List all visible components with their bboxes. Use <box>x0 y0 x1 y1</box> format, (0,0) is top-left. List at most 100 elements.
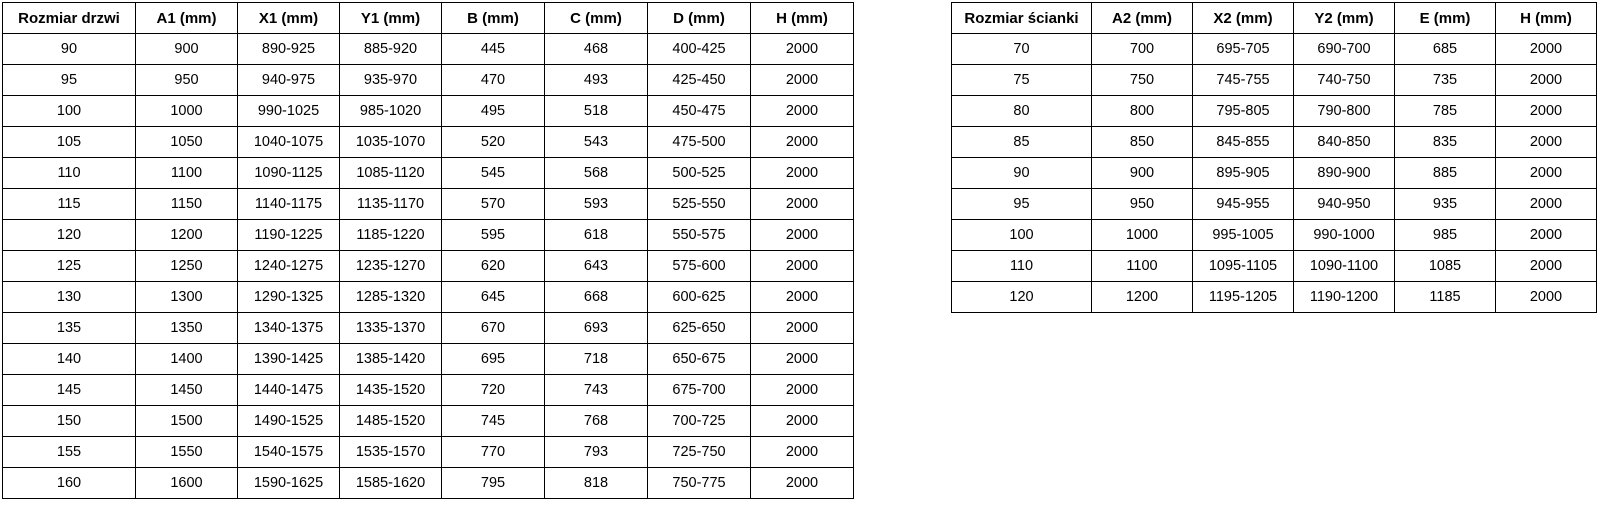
table-row: 145 1450 1440-1475 1435-1520 720 743 675-700 20… <box>2 374 854 406</box>
table-cell: 468 <box>544 33 648 65</box>
table-cell: 445 <box>441 33 545 65</box>
table-cell: 75 <box>951 64 1092 96</box>
table-cell: 835 <box>1394 126 1496 158</box>
table-cell: 1285-1320 <box>339 281 442 313</box>
table-cell: 795 <box>441 467 545 499</box>
table-cell: 543 <box>544 126 648 158</box>
table-cell: 1540-1575 <box>237 436 340 468</box>
table-row: 160 1600 1590-1625 1585-1620 795 818 750-775 20… <box>2 467 854 499</box>
table-cell: 895-905 <box>1192 157 1294 189</box>
table-cell: 1100 <box>135 157 238 189</box>
table-cell: 160 <box>2 467 136 499</box>
table-cell: 645 <box>441 281 545 313</box>
column-header: Y2 (mm) <box>1293 2 1395 34</box>
table-cell: 120 <box>2 219 136 251</box>
table-cell: 90 <box>2 33 136 65</box>
table-cell: 1035-1070 <box>339 126 442 158</box>
table-cell: 845-855 <box>1192 126 1294 158</box>
table-cell: 725-750 <box>647 436 751 468</box>
table-cell: 735 <box>1394 64 1496 96</box>
table-cell: 950 <box>1091 188 1193 220</box>
column-header: Rozmiar ścianki <box>951 2 1092 34</box>
table-cell: 1150 <box>135 188 238 220</box>
table-cell: 750 <box>1091 64 1193 96</box>
table-row: 140 1400 1390-1425 1385-1420 695 718 650-675 20… <box>2 343 854 375</box>
table-cell: 790-800 <box>1293 95 1395 127</box>
table-cell: 1250 <box>135 250 238 282</box>
table-cell: 840-850 <box>1293 126 1395 158</box>
table-cell: 425-450 <box>647 64 751 96</box>
table-cell: 1590-1625 <box>237 467 340 499</box>
table-cell: 470 <box>441 64 545 96</box>
table-cell: 940-950 <box>1293 188 1395 220</box>
table-cell: 2000 <box>750 374 854 406</box>
table-row: 130 1300 1290-1325 1285-1320 645 668 600-625 20… <box>2 281 854 313</box>
table-cell: 2000 <box>1495 95 1597 127</box>
table-cell: 1235-1270 <box>339 250 442 282</box>
table-cell: 520 <box>441 126 545 158</box>
table-cell: 985-1020 <box>339 95 442 127</box>
table-cell: 100 <box>951 219 1092 251</box>
table-cell: 990-1000 <box>1293 219 1395 251</box>
table-cell: 700 <box>1091 33 1193 65</box>
table-cell: 2000 <box>1495 157 1597 189</box>
table-cell: 2000 <box>750 343 854 375</box>
table-cell: 475-500 <box>647 126 751 158</box>
door-table-body: 90 900 890-925 885-920 445 468 400-425 2000 95 95… <box>2 33 854 499</box>
table-row: 105 1050 1040-1075 1035-1070 520 543 475-500 20… <box>2 126 854 158</box>
table-cell: 80 <box>951 95 1092 127</box>
table-cell: 1085 <box>1394 250 1496 282</box>
table-cell: 2000 <box>750 126 854 158</box>
table-cell: 493 <box>544 64 648 96</box>
table-cell: 150 <box>2 405 136 437</box>
table-cell: 935-970 <box>339 64 442 96</box>
table-row: 100 1000 995-1005 990-1000 985 2000 <box>951 219 1597 251</box>
table-cell: 2000 <box>750 467 854 499</box>
column-header: H (mm) <box>750 2 854 34</box>
table-cell: 2000 <box>750 188 854 220</box>
column-header: Y1 (mm) <box>339 2 442 34</box>
table-cell: 1135-1170 <box>339 188 442 220</box>
table-cell: 1500 <box>135 405 238 437</box>
table-cell: 2000 <box>750 250 854 282</box>
table-cell: 1185-1220 <box>339 219 442 251</box>
table-cell: 1340-1375 <box>237 312 340 344</box>
column-header: X2 (mm) <box>1192 2 1294 34</box>
table-cell: 105 <box>2 126 136 158</box>
table-cell: 1185 <box>1394 281 1496 313</box>
table-cell: 1000 <box>135 95 238 127</box>
table-cell: 120 <box>951 281 1092 313</box>
column-header: E (mm) <box>1394 2 1496 34</box>
table-row: 75 750 745-755 740-750 735 2000 <box>951 64 1597 96</box>
table-cell: 100 <box>2 95 136 127</box>
wall-table-header: Rozmiar ścianki A2 (mm) X2 (mm) Y2 (mm) E (m… <box>951 2 1597 34</box>
table-cell: 115 <box>2 188 136 220</box>
table-cell: 500-525 <box>647 157 751 189</box>
table-row: 120 1200 1190-1225 1185-1220 595 618 550-575 20… <box>2 219 854 251</box>
table-cell: 950 <box>135 64 238 96</box>
table-cell: 768 <box>544 405 648 437</box>
table-cell: 675-700 <box>647 374 751 406</box>
column-header: X1 (mm) <box>237 2 340 34</box>
table-cell: 1000 <box>1091 219 1193 251</box>
table-cell: 2000 <box>1495 219 1597 251</box>
table-cell: 2000 <box>1495 250 1597 282</box>
table-cell: 595 <box>441 219 545 251</box>
table-cell: 145 <box>2 374 136 406</box>
table-cell: 718 <box>544 343 648 375</box>
table-cell: 793 <box>544 436 648 468</box>
table-cell: 1600 <box>135 467 238 499</box>
table-row: 100 1000 990-1025 985-1020 495 518 450-475 2000 <box>2 95 854 127</box>
table-cell: 1585-1620 <box>339 467 442 499</box>
table-cell: 690-700 <box>1293 33 1395 65</box>
table-cell: 1100 <box>1091 250 1193 282</box>
table-cell: 2000 <box>1495 64 1597 96</box>
table-cell: 135 <box>2 312 136 344</box>
column-header: Rozmiar drzwi <box>2 2 136 34</box>
table-cell: 1440-1475 <box>237 374 340 406</box>
table-cell: 745-755 <box>1192 64 1294 96</box>
table-cell: 545 <box>441 157 545 189</box>
table-cell: 400-425 <box>647 33 751 65</box>
table-cell: 1240-1275 <box>237 250 340 282</box>
column-header: H (mm) <box>1495 2 1597 34</box>
